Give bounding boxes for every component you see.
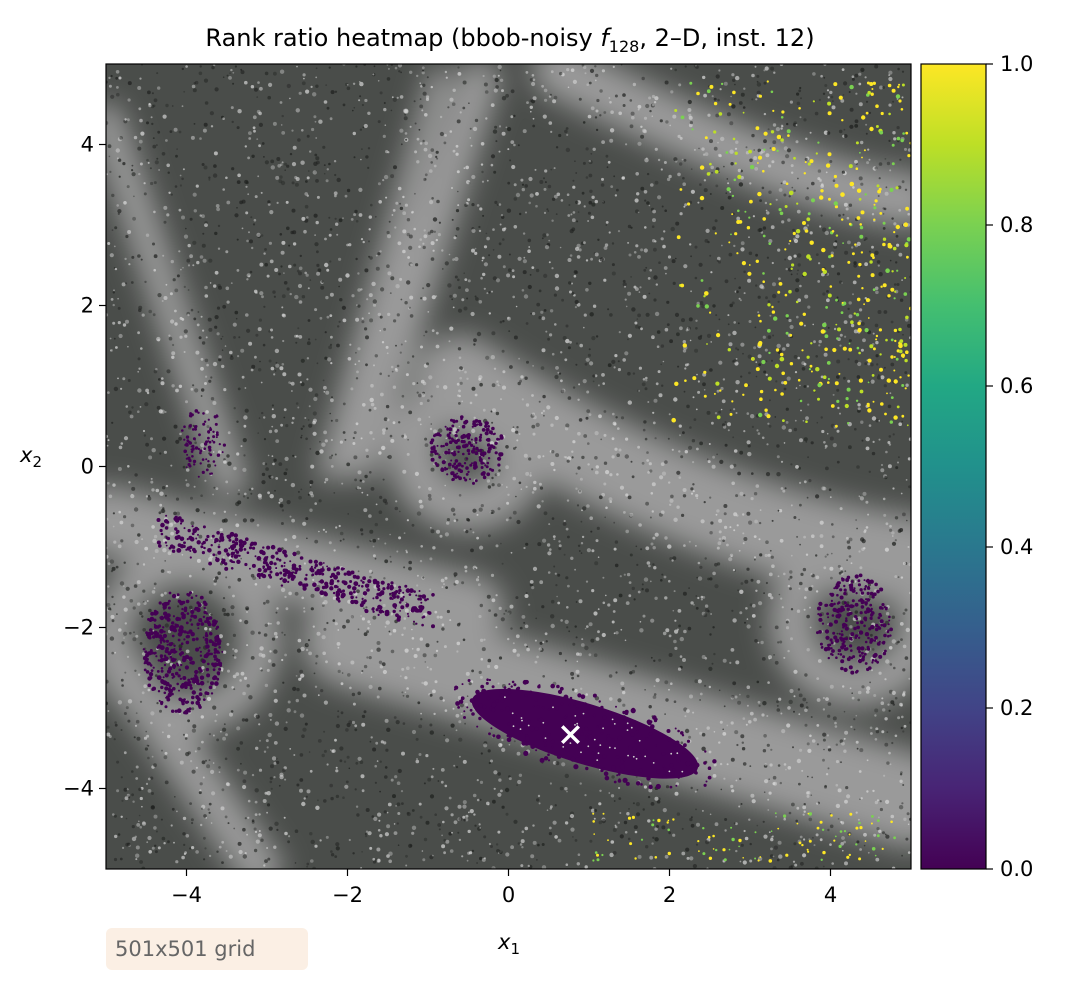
- heatmap-plot: [106, 64, 911, 869]
- x-tick-label: −2: [332, 883, 363, 907]
- optimum-marker: [561, 725, 580, 745]
- x-tick-label: 0: [502, 883, 515, 907]
- x-axis: −4 −2 0 2 4: [171, 869, 837, 907]
- y-tick-label: −2: [63, 616, 94, 640]
- colorbar-tick-label: 0.8: [1000, 213, 1033, 237]
- x-tick-label: 4: [824, 883, 837, 907]
- y-tick-label: −4: [63, 777, 94, 801]
- colorbar-tick-label: 0.0: [1000, 857, 1033, 881]
- grid-size-annotation: 501x501 grid: [106, 928, 308, 970]
- y-tick-label: 0: [81, 455, 94, 479]
- x-tick-label: 2: [663, 883, 676, 907]
- x-axis-label: x1: [497, 930, 520, 958]
- chart-title: Rank ratio heatmap (bbob-noisy f128, 2–D…: [205, 24, 814, 56]
- y-tick-label: 4: [81, 133, 94, 157]
- colorbar-tick-label: 0.2: [1000, 696, 1033, 720]
- colorbar-tick-label: 1.0: [1000, 52, 1033, 76]
- colorbar-axis: 0.0 0.2 0.4 0.6 0.8 1.0: [986, 52, 1033, 881]
- low-value-regions: [142, 409, 893, 790]
- y-axis-label: x2: [19, 443, 42, 471]
- x-tick-label: −4: [171, 883, 202, 907]
- colorbar-tick-label: 0.6: [1000, 374, 1033, 398]
- high-value-speckles: [592, 80, 911, 863]
- y-axis: −4 −2 0 2 4: [63, 133, 106, 801]
- y-tick-label: 2: [81, 294, 94, 318]
- colorbar: [920, 63, 987, 870]
- colorbar-tick-label: 0.4: [1000, 535, 1033, 559]
